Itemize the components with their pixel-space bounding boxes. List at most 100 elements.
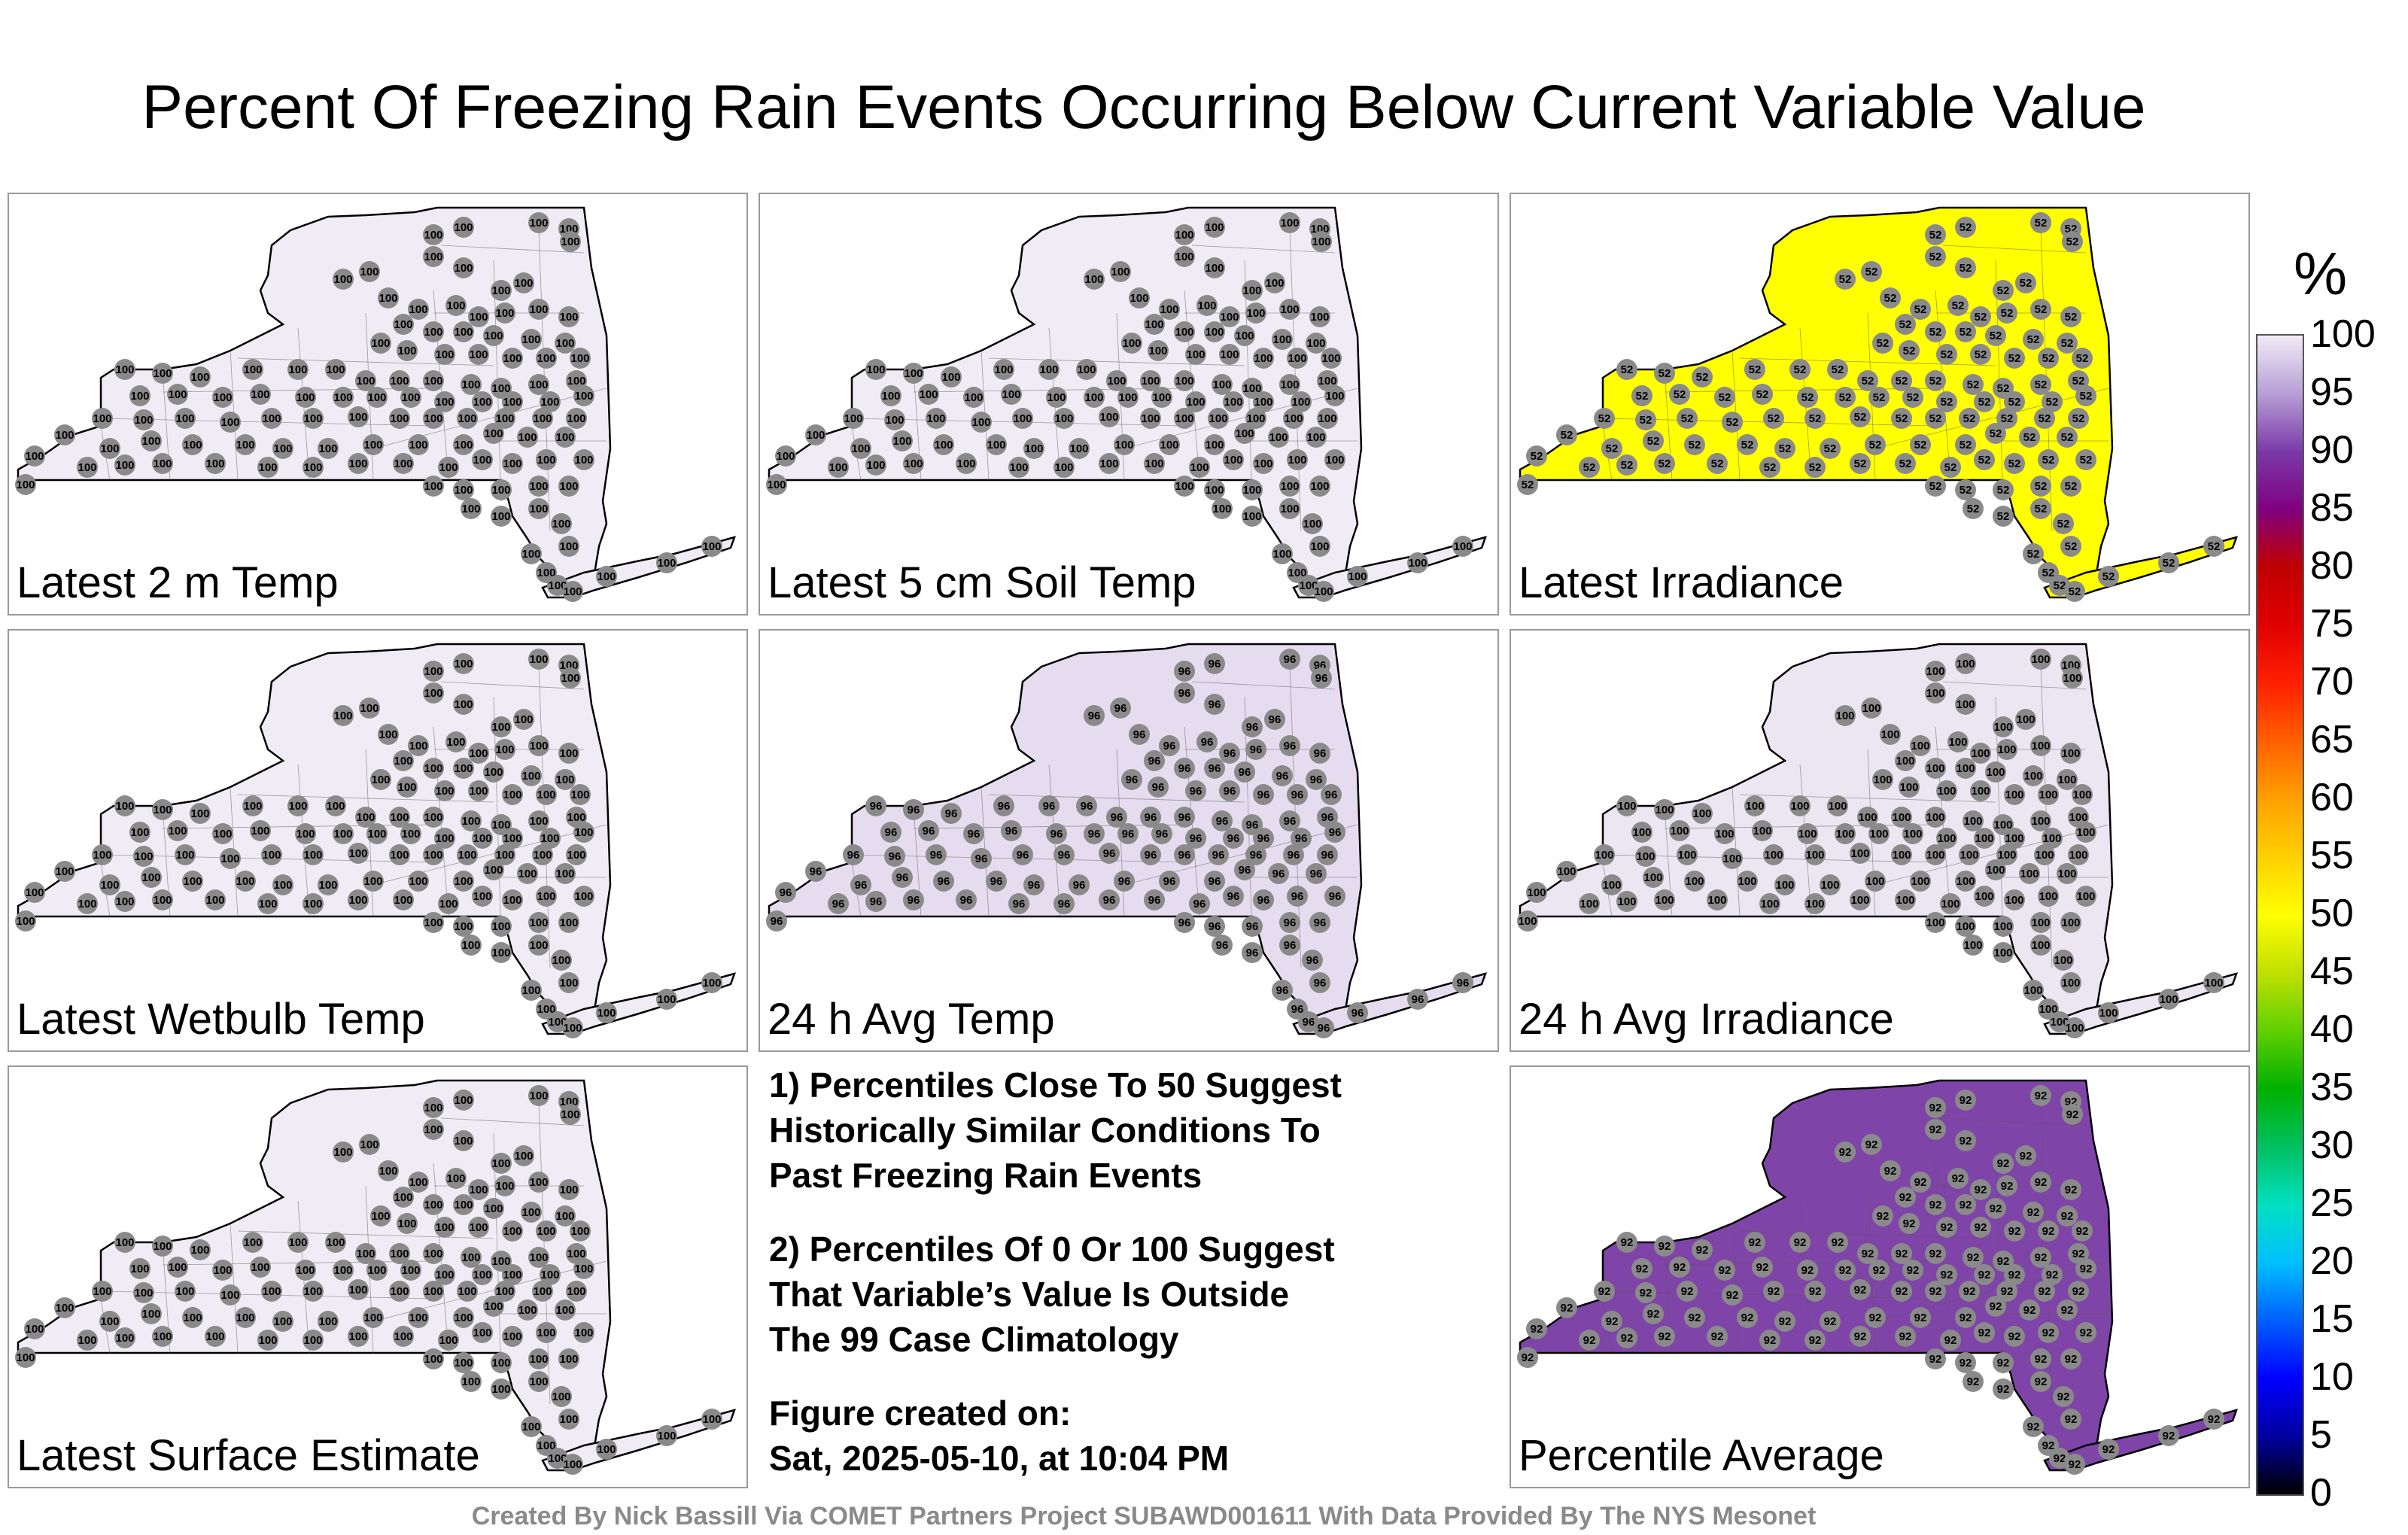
station-marker: 100 [295, 387, 316, 408]
svg-text:92: 92 [1929, 1199, 1942, 1211]
station-marker: 92 [1594, 1281, 1615, 1302]
svg-text:100: 100 [1209, 412, 1227, 425]
station-marker: 92 [1895, 1187, 1916, 1208]
county-border [1942, 1117, 2087, 1126]
svg-text:100: 100 [461, 503, 480, 515]
svg-text:100: 100 [25, 450, 44, 463]
svg-text:100: 100 [1896, 755, 1914, 768]
station-marker: 100 [1985, 761, 2006, 783]
svg-text:96: 96 [1310, 868, 1323, 880]
station-marker: 96 [1268, 863, 1289, 884]
svg-text:100: 100 [2065, 1022, 2084, 1035]
station-marker: 92 [2030, 1247, 2051, 1268]
svg-text:92: 92 [1967, 1251, 1980, 1264]
svg-text:100: 100 [213, 828, 232, 840]
station-marker: 100 [573, 385, 594, 406]
svg-text:52: 52 [2035, 303, 2048, 316]
station-marker: 100 [1174, 321, 1195, 342]
svg-text:96: 96 [908, 894, 920, 907]
station-marker: 100 [903, 453, 924, 474]
svg-text:100: 100 [563, 1458, 582, 1471]
svg-text:100: 100 [2023, 770, 2042, 783]
station-marker: 92 [1643, 1303, 1664, 1324]
station-marker: 96 [865, 891, 886, 912]
station-marker: 100 [190, 1239, 211, 1260]
station-marker: 92 [1616, 1327, 1637, 1348]
station-marker: 52 [1936, 391, 1957, 412]
svg-text:92: 92 [2027, 1206, 2040, 1219]
station-marker: 96 [1347, 1002, 1368, 1023]
station-marker: 96 [963, 823, 984, 844]
svg-text:100: 100 [348, 1284, 367, 1296]
station-marker: 96 [1204, 871, 1225, 892]
svg-text:92: 92 [2061, 1304, 2074, 1317]
svg-text:52: 52 [1832, 363, 1844, 376]
svg-text:100: 100 [537, 890, 555, 903]
svg-text:100: 100 [439, 461, 458, 474]
svg-text:100: 100 [2031, 916, 2050, 929]
svg-text:92: 92 [1907, 1264, 1920, 1277]
svg-text:52: 52 [2061, 431, 2074, 444]
station-marker: 100 [536, 348, 557, 369]
colorbar-tick-label: 65 [2310, 718, 2354, 761]
svg-text:100: 100 [141, 871, 160, 884]
svg-text:100: 100 [356, 1248, 375, 1260]
station-marker: 52 [2057, 427, 2078, 448]
map-panel-latest-2m-temp: 100 100 100 100 100 100 100 100 100 100 100 100 100 1… [8, 193, 748, 616]
station-marker: 100 [555, 1205, 576, 1226]
station-marker: 100 [1452, 536, 1473, 557]
svg-text:96: 96 [1321, 849, 1334, 862]
station-marker: 92 [1579, 1330, 1600, 1351]
svg-text:96: 96 [1295, 832, 1308, 845]
station-marker: 100 [438, 1330, 459, 1351]
svg-text:96: 96 [1178, 687, 1191, 700]
svg-text:96: 96 [1216, 939, 1229, 952]
svg-text:100: 100 [561, 672, 579, 685]
svg-text:100: 100 [904, 457, 923, 470]
svg-text:100: 100 [491, 284, 510, 297]
svg-text:100: 100 [1993, 819, 2012, 831]
station-marker: 100 [423, 844, 444, 865]
station-marker: 100 [1245, 302, 1266, 324]
svg-text:100: 100 [1738, 875, 1756, 888]
station-marker: 100 [1174, 408, 1195, 429]
station-marker: 52 [1763, 408, 1784, 429]
station-marker: 100 [303, 1281, 324, 1302]
svg-text:100: 100 [78, 461, 96, 474]
station-marker: 52 [1902, 387, 1923, 408]
svg-text:100: 100 [1715, 828, 1734, 840]
station-marker: 100 [272, 438, 293, 459]
station-marker: 100 [491, 716, 512, 737]
station-marker: 96 [1324, 886, 1345, 907]
svg-text:100: 100 [288, 1236, 307, 1249]
svg-text:100: 100 [213, 391, 232, 404]
station-marker: 100 [303, 1330, 324, 1351]
station-marker: 100 [1321, 348, 1342, 369]
svg-text:96: 96 [1122, 828, 1135, 840]
station-marker: 92 [2038, 1220, 2059, 1242]
svg-text:100: 100 [469, 747, 488, 760]
svg-text:96: 96 [1073, 879, 1086, 892]
svg-text:52: 52 [1929, 375, 1942, 388]
station-marker: 100 [1099, 453, 1120, 474]
station-marker: 100 [295, 823, 316, 844]
station-marker: 100 [1069, 438, 1090, 459]
svg-text:96: 96 [945, 807, 958, 820]
station-marker: 100 [1677, 844, 1698, 865]
svg-text:100: 100 [333, 273, 352, 286]
svg-text:100: 100 [484, 330, 503, 342]
svg-text:100: 100 [1280, 217, 1299, 229]
svg-text:100: 100 [567, 849, 585, 862]
station-marker: 52 [1872, 333, 1893, 354]
svg-text:52: 52 [1929, 412, 1942, 425]
station-marker: 100 [1850, 889, 1871, 910]
svg-text:52: 52 [1647, 435, 1660, 448]
station-marker: 92 [1993, 1153, 2014, 1174]
panel-label: Latest 5 cm Soil Temp [768, 558, 1196, 607]
county-border [237, 794, 494, 803]
station-marker: 52 [1925, 408, 1946, 429]
station-marker: 100 [397, 1213, 418, 1234]
svg-text:100: 100 [461, 1375, 480, 1388]
svg-text:100: 100 [1993, 920, 2012, 933]
